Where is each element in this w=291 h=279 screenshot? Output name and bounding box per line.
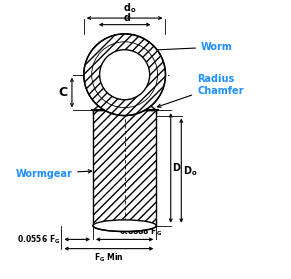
Text: 0.0556 F$_\mathbf{G}$: 0.0556 F$_\mathbf{G}$ bbox=[17, 233, 60, 246]
Text: C: C bbox=[59, 86, 68, 99]
Text: $\mathbf{D_o}$: $\mathbf{D_o}$ bbox=[183, 164, 197, 177]
Circle shape bbox=[84, 34, 166, 116]
Text: Worm: Worm bbox=[153, 42, 233, 52]
Text: $\mathbf{d}$: $\mathbf{d}$ bbox=[123, 11, 131, 23]
Circle shape bbox=[84, 34, 166, 116]
Text: $\mathbf{d_o}$: $\mathbf{d_o}$ bbox=[123, 2, 137, 15]
Ellipse shape bbox=[93, 220, 156, 232]
Text: F$_\mathbf{G}$ Min: F$_\mathbf{G}$ Min bbox=[94, 252, 124, 264]
Text: Radius
Chamfer: Radius Chamfer bbox=[157, 74, 244, 107]
Circle shape bbox=[100, 50, 150, 100]
Bar bbox=[93, 110, 156, 226]
Text: Wormgear: Wormgear bbox=[15, 169, 92, 179]
Text: 0.8888 F$_\mathbf{G}$: 0.8888 F$_\mathbf{G}$ bbox=[119, 226, 162, 238]
Text: D: D bbox=[172, 163, 180, 173]
